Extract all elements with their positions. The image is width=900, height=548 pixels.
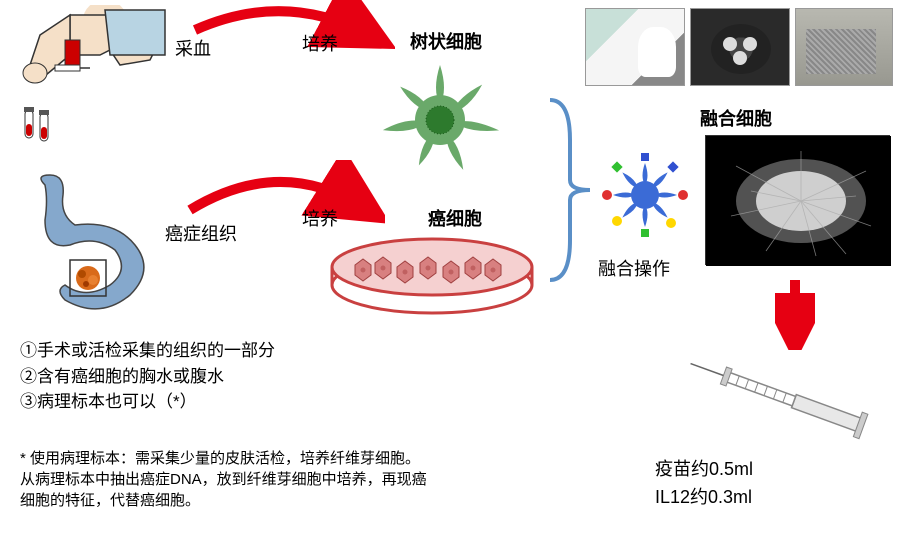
lab-photo-2 — [690, 8, 790, 86]
petri-dish-illustration — [325, 225, 540, 320]
arrow-tissue-to-cancer — [175, 160, 385, 230]
note-line-3: ③病理标本也可以（*） — [20, 389, 275, 415]
arrow-fusion-to-vaccine — [775, 275, 815, 350]
fusion-operation-label: 融合操作 — [598, 255, 670, 281]
vaccine-amount-label: 疫苗约0.5ml — [655, 455, 753, 481]
note-line-1: ①手术或活检采集的组织的一部分 — [20, 338, 275, 364]
footnote-line-3: 细胞的特征，代替癌细胞。 — [20, 490, 427, 511]
note-line-2: ②含有癌细胞的胸水或腹水 — [20, 364, 275, 390]
footnote-line-2: 从病理标本中抽出癌症DNA，放到纤维芽细胞中培养，再现癌 — [20, 469, 427, 490]
fusion-cell-label: 融合细胞 — [700, 105, 772, 131]
fusion-bracket — [545, 90, 600, 290]
stomach-illustration — [15, 170, 170, 320]
footnote-line-1: * 使用病理标本：需采集少量的皮肤活检，培养纤维芽细胞。 — [20, 448, 427, 469]
fusion-cell-photo — [705, 135, 890, 265]
syringe-illustration — [665, 350, 890, 440]
blood-draw-illustration — [10, 5, 170, 145]
culture-label-1: 培养 — [302, 30, 338, 56]
notes-block: ①手术或活检采集的组织的一部分 ②含有癌细胞的胸水或腹水 ③病理标本也可以（*） — [20, 338, 275, 415]
fusion-cell-diagram — [595, 145, 695, 245]
il12-amount-label: IL12约0.3ml — [655, 483, 752, 509]
lab-photo-3 — [795, 8, 893, 86]
lab-photo-1 — [585, 8, 685, 86]
footnote-block: * 使用病理标本：需采集少量的皮肤活检，培养纤维芽细胞。 从病理标本中抽出癌症D… — [20, 448, 427, 511]
